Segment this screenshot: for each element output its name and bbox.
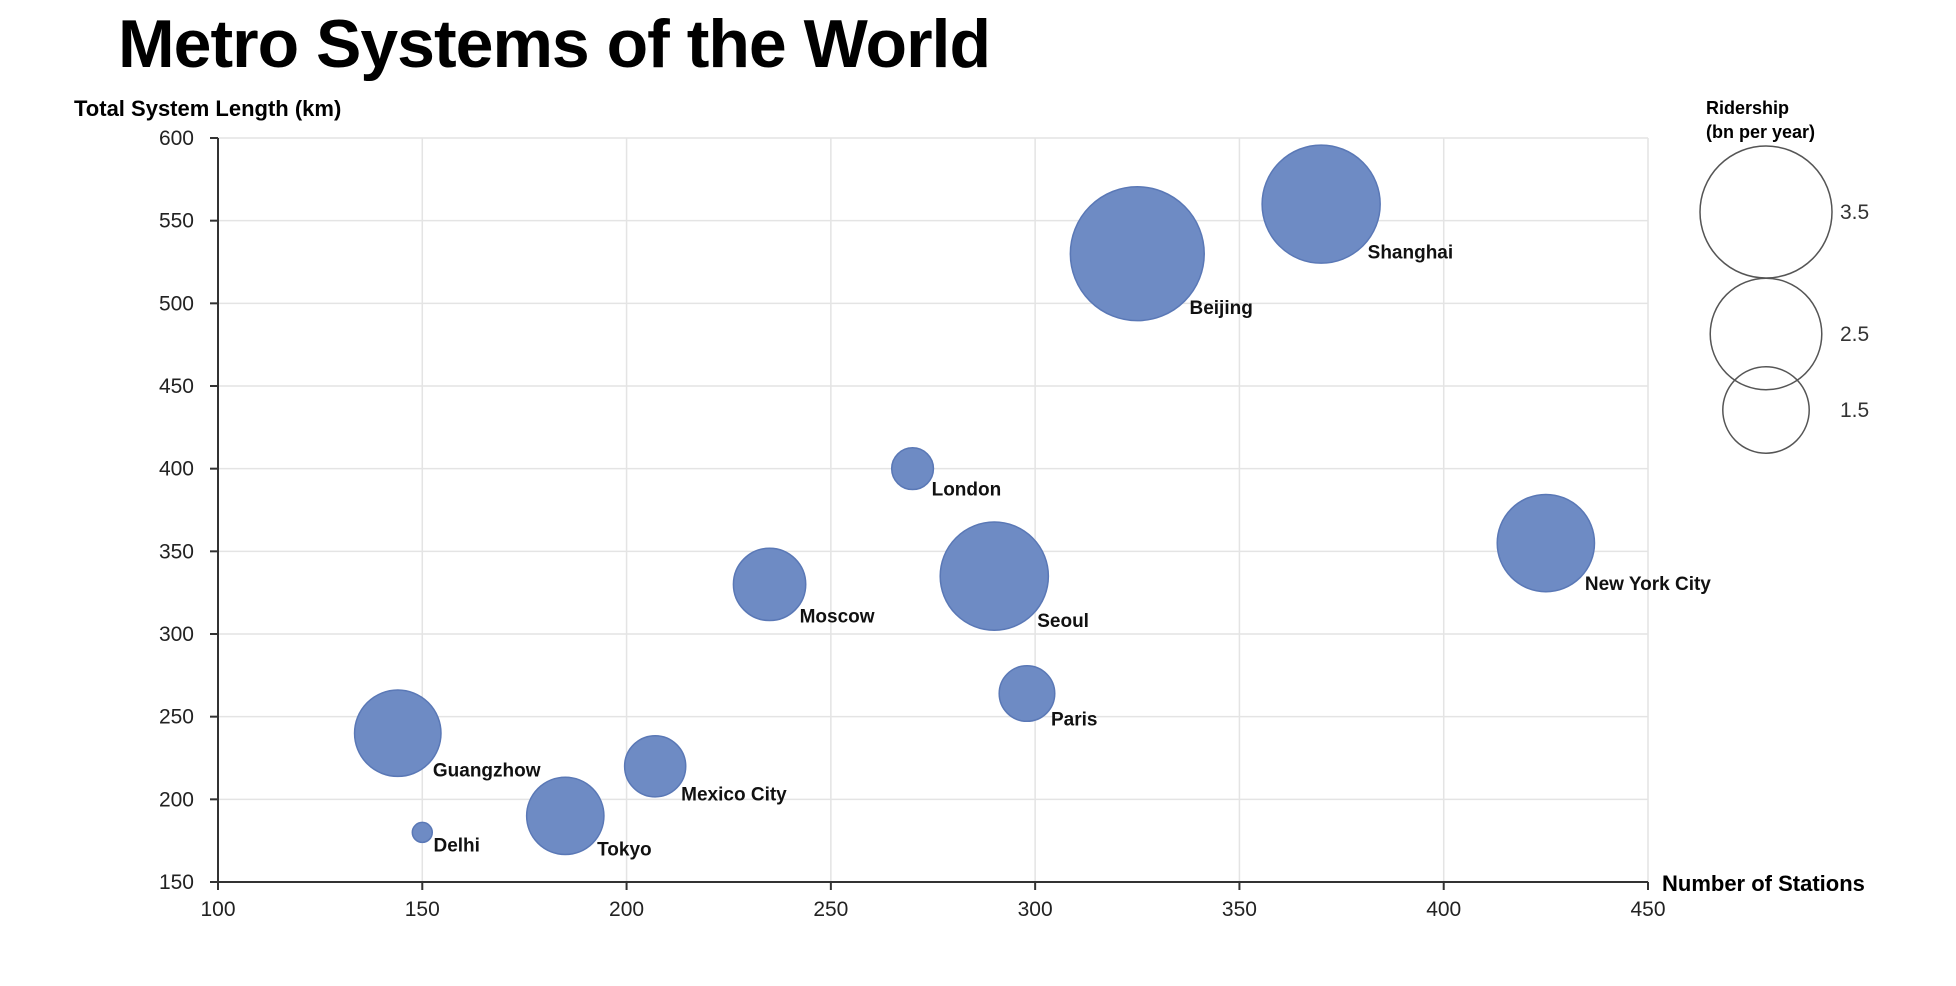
y-axis-title: Total System Length (km) <box>74 96 341 121</box>
x-tick-label: 300 <box>1018 898 1053 921</box>
bubble-label: Moscow <box>800 606 875 627</box>
bubble-label: Paris <box>1051 710 1097 731</box>
legend-value: 1.5 <box>1840 399 1869 422</box>
y-tick-label: 350 <box>159 540 194 563</box>
y-tick-label: 500 <box>159 292 194 315</box>
bubble-point <box>890 447 935 491</box>
y-tick-label: 450 <box>159 375 194 398</box>
legend-title: Ridership <box>1706 98 1789 118</box>
bubble-label: Mexico City <box>681 784 787 805</box>
y-tick-label: 150 <box>159 871 194 894</box>
legend-value: 3.5 <box>1840 201 1869 224</box>
x-tick-label: 150 <box>405 898 440 921</box>
y-tick-label: 400 <box>159 458 194 481</box>
bubble-label: Guangzhow <box>433 760 541 781</box>
x-tick-label: 400 <box>1426 898 1461 921</box>
axes: 100 150 200 250 300 350 400 450 150 200 250 300 350 4… <box>74 96 1865 921</box>
x-tick-label: 100 <box>200 898 235 921</box>
bubble-point <box>1069 186 1205 322</box>
bubble-point <box>732 547 807 622</box>
bubble-label: London <box>932 480 1002 501</box>
chart-title: Metro Systems of the World <box>118 6 991 82</box>
x-axis-title: Number of Stations <box>1662 871 1865 896</box>
size-legend: Ridership (bn per year) 3.5 2.5 1.5 <box>1699 98 1869 454</box>
bubble-point <box>1261 144 1381 264</box>
bubble-point <box>998 664 1056 723</box>
bubble-label: Seoul <box>1037 611 1089 632</box>
bubble-point <box>525 776 605 856</box>
bubble-point <box>623 734 687 798</box>
legend-circle <box>1709 277 1823 391</box>
bubbles: Beijing Shanghai London New York City Moscow… <box>353 144 1711 861</box>
legend-circle <box>1699 145 1833 279</box>
bubble-label: Shanghai <box>1368 243 1454 264</box>
bubble-label: Beijing <box>1189 298 1252 319</box>
y-tick-label: 600 <box>159 127 194 150</box>
x-tick-label: 250 <box>813 898 848 921</box>
bubble-point <box>411 821 434 844</box>
y-tick-label: 200 <box>159 788 194 811</box>
x-tick-label: 450 <box>1630 898 1665 921</box>
y-tick-label: 550 <box>159 210 194 233</box>
legend-circle <box>1722 366 1810 454</box>
bubble-point <box>1496 493 1596 593</box>
bubble-point <box>939 521 1050 631</box>
y-tick-label: 250 <box>159 706 194 729</box>
y-tick-label: 300 <box>159 623 194 646</box>
bubble-label: New York City <box>1585 574 1711 595</box>
bubble-label: Delhi <box>433 836 479 857</box>
legend-subtitle: (bn per year) <box>1706 122 1815 142</box>
bubble-point <box>353 689 442 778</box>
bubble-label: Tokyo <box>597 840 652 861</box>
legend-value: 2.5 <box>1840 323 1869 346</box>
x-tick-label: 350 <box>1222 898 1257 921</box>
x-tick-label: 200 <box>609 898 644 921</box>
